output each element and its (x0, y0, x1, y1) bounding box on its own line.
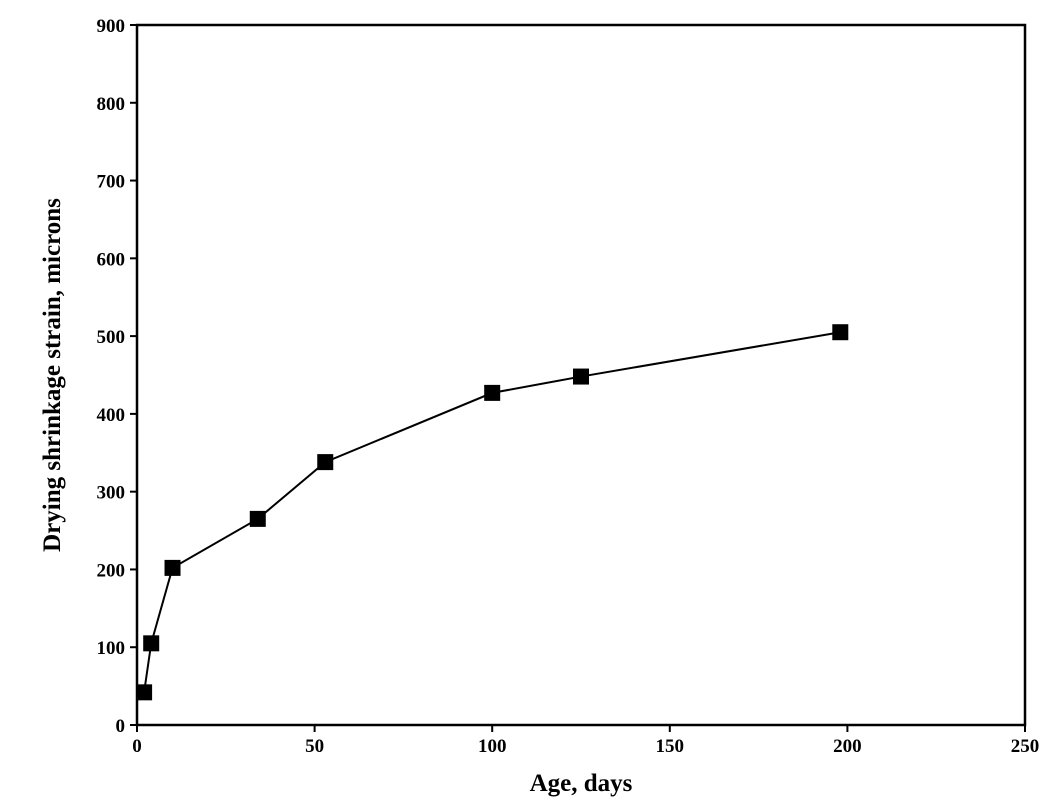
y-tick-label: 800 (97, 94, 126, 115)
y-tick-label: 100 (97, 638, 126, 659)
data-line (143, 331, 841, 693)
x-axis-title: Age, days (530, 770, 633, 797)
y-tick-label: 0 (116, 716, 126, 737)
y-axis-title: Drying shrinkage strain, microns (39, 198, 66, 552)
marker (164, 559, 181, 576)
marker (143, 635, 160, 652)
y-tick-label: 200 (97, 560, 126, 581)
y-tick-label: 900 (97, 16, 126, 37)
x-tick-label: 250 (1011, 736, 1040, 757)
x-tick-label: 200 (833, 736, 862, 757)
plot-frame (135, 23, 1027, 727)
y-tick-label: 700 (97, 172, 126, 193)
x-tick-label: 150 (656, 736, 685, 757)
y-tick-label: 400 (97, 405, 126, 426)
marker (136, 684, 153, 701)
x-tick-label: 50 (305, 736, 324, 757)
marker (317, 454, 334, 471)
x-tick-label: 100 (478, 736, 507, 757)
marker (249, 510, 266, 527)
x-tick-label: 0 (132, 736, 142, 757)
marker (484, 384, 501, 401)
y-tick-label: 300 (97, 483, 126, 504)
marker (832, 324, 849, 341)
marker (573, 368, 589, 385)
y-tick-label: 600 (97, 249, 126, 270)
y-tick-label: 500 (97, 327, 126, 348)
